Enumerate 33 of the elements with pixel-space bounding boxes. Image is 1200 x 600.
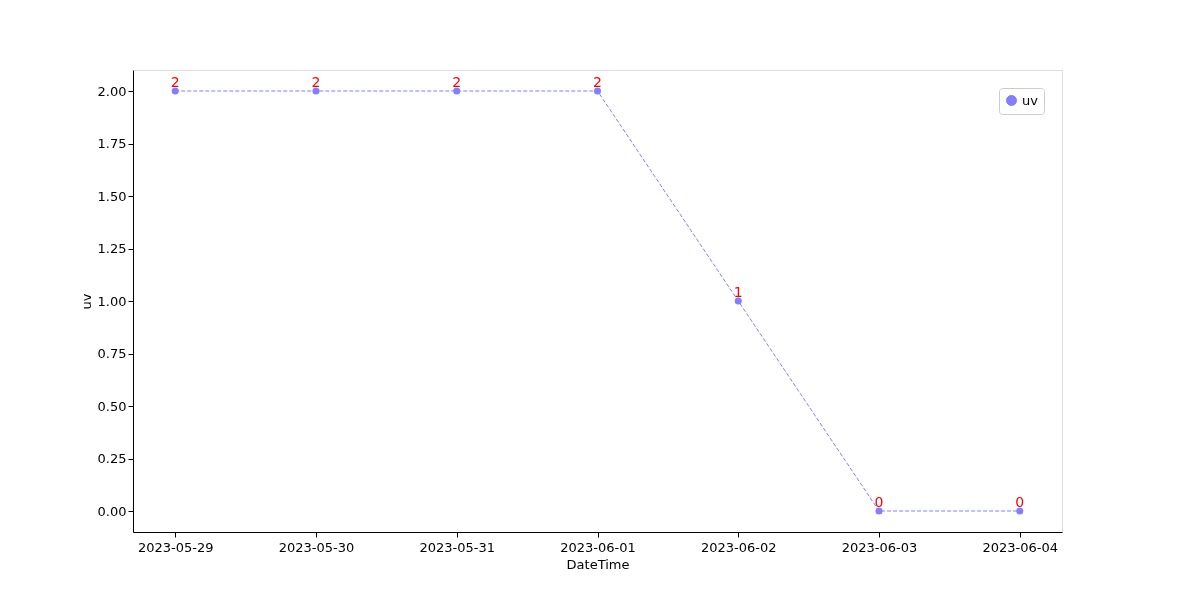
x-tick-label: 2023-05-29 <box>137 539 214 555</box>
data-label: 2 <box>170 74 180 90</box>
point <box>312 87 320 95</box>
y-tick-label: 1.75 <box>97 136 127 151</box>
x-axis-title: DateTime <box>566 556 630 572</box>
data-label: 1 <box>733 284 743 300</box>
point <box>734 297 742 305</box>
x-tick-label: 2023-05-30 <box>278 539 355 555</box>
y-tick-label: 0.50 <box>97 398 127 414</box>
data-label: 0 <box>874 494 884 510</box>
point <box>875 507 883 515</box>
y-tick-label: 1.25 <box>97 241 127 256</box>
y-tick-label: 0.75 <box>97 346 127 361</box>
legend-label: uv <box>1022 92 1039 108</box>
x-tick-label: 2023-06-02 <box>700 539 777 555</box>
y-tick-label: 1.00 <box>97 293 127 309</box>
y-tick-label: 1.50 <box>97 188 127 204</box>
x-tick-label: 2023-06-01 <box>560 539 636 555</box>
data-label: 2 <box>311 74 321 90</box>
data-label: 2 <box>452 74 462 90</box>
point <box>593 87 602 95</box>
x-tick-label: 2023-05-31 <box>419 539 496 555</box>
y-tick-label: 0.00 <box>97 503 127 519</box>
data-label: 2 <box>593 74 602 90</box>
y-axis-title: uv <box>78 293 94 310</box>
point <box>171 87 179 95</box>
point <box>453 87 461 95</box>
x-tick-label: 2023-06-04 <box>982 539 1059 555</box>
point <box>1016 507 1024 515</box>
data-label: 0 <box>1015 494 1025 510</box>
y-tick-label: 2.00 <box>97 83 127 99</box>
x-tick-label: 2023-06-03 <box>841 539 918 555</box>
y-tick-label: 0.25 <box>97 451 127 466</box>
